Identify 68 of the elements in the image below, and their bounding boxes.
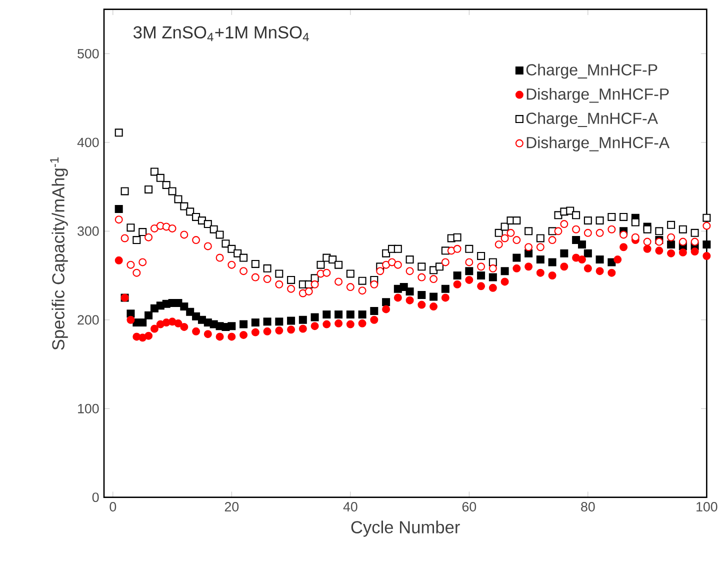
point xyxy=(512,264,521,272)
point xyxy=(620,242,628,251)
point xyxy=(488,284,497,292)
point xyxy=(477,282,486,290)
x-tick-label: 60 xyxy=(462,502,476,512)
point xyxy=(548,271,556,280)
point xyxy=(144,332,153,340)
point xyxy=(560,262,568,270)
point xyxy=(310,322,319,330)
point xyxy=(596,266,604,275)
point xyxy=(114,256,123,264)
point xyxy=(430,302,438,310)
y-axis-title: Specific Capacity/mAhg$^{-1}$ xyxy=(50,157,68,350)
point xyxy=(228,332,236,341)
point xyxy=(614,255,622,264)
point xyxy=(126,316,135,324)
point xyxy=(275,326,284,334)
y-tick-label: 400 xyxy=(77,138,99,147)
y-tick-label: 200 xyxy=(78,315,99,324)
point xyxy=(584,264,592,272)
point xyxy=(667,249,676,258)
point xyxy=(370,316,378,324)
point xyxy=(465,276,474,284)
point xyxy=(334,319,343,328)
point xyxy=(322,320,331,328)
x-axis-title: Cycle Number xyxy=(351,520,460,537)
x-tick-label: 20 xyxy=(224,502,239,512)
point xyxy=(643,244,652,253)
point xyxy=(150,324,158,333)
point xyxy=(441,294,450,302)
point xyxy=(578,255,586,264)
x-tick-label: 0 xyxy=(110,502,116,512)
annotation: 3M ZnSO$_{4}$+1M MnSO$_{4}$ xyxy=(133,26,309,42)
point xyxy=(406,296,414,304)
point xyxy=(346,320,354,328)
point xyxy=(382,305,390,314)
legend-label: Disharge_MnHCF-P xyxy=(526,88,669,103)
x-tick-label: 40 xyxy=(343,502,358,512)
point xyxy=(287,325,296,334)
point xyxy=(204,330,212,338)
point xyxy=(655,246,664,255)
y-tick-label: 0 xyxy=(92,492,99,502)
point xyxy=(298,324,307,333)
point xyxy=(690,247,699,256)
legend-label: Disharge_MnHCF-A xyxy=(526,136,670,152)
legend-label: Charge_MnHCF-P xyxy=(526,64,658,78)
legend-label: Charge_MnHCF-A xyxy=(526,112,658,128)
point xyxy=(608,268,616,277)
point xyxy=(174,319,182,328)
point xyxy=(678,248,687,256)
point xyxy=(251,328,260,336)
y-tick-label: 300 xyxy=(78,226,99,236)
point xyxy=(453,280,462,288)
point xyxy=(263,327,272,336)
y-tick-label: 100 xyxy=(78,404,99,414)
x-tick-label: 100 xyxy=(696,502,718,512)
x-tick-label: 80 xyxy=(581,502,595,512)
point xyxy=(192,327,200,336)
point xyxy=(240,330,248,339)
point xyxy=(216,332,224,341)
point xyxy=(500,278,509,286)
point xyxy=(358,319,366,328)
point xyxy=(180,322,188,331)
point xyxy=(524,262,533,270)
y-tick-label: 500 xyxy=(78,48,99,58)
point xyxy=(394,294,402,302)
point xyxy=(418,300,426,309)
point xyxy=(536,268,544,277)
